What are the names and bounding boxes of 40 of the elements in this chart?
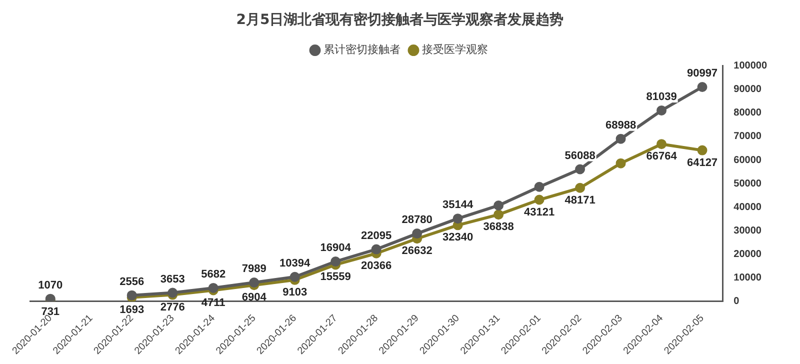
y-tick-label: 50000 [734, 178, 762, 190]
data-label: 48171 [564, 194, 596, 206]
data-label: 35144 [442, 199, 474, 212]
y-tick-label: 90000 [734, 84, 762, 96]
data-label: 10394 [280, 257, 312, 270]
y-tick-label: 0 [734, 296, 740, 308]
data-label: 56088 [564, 150, 596, 162]
y-tick-label: 40000 [734, 202, 762, 213]
data-label: 2556 [120, 276, 144, 288]
data-label: 36838 [483, 221, 514, 234]
data-label: 9103 [282, 286, 308, 298]
data-label: 66764 [646, 150, 678, 163]
data-label: 3653 [160, 273, 185, 286]
legend-label: 累计密切接触者 [324, 43, 400, 56]
data-label: 20366 [361, 260, 392, 272]
y-tick-label: 100000 [734, 60, 768, 72]
y-tick-label: 30000 [734, 225, 762, 236]
data-label: 81039 [646, 90, 677, 103]
y-tick-label: 20000 [734, 248, 762, 260]
legend-label: 接受医学观察 [422, 43, 488, 56]
data-label: 5682 [201, 268, 226, 280]
data-label: 32340 [442, 232, 474, 244]
data-label: 7989 [242, 263, 266, 276]
data-label: 64127 [686, 156, 718, 169]
data-label: 26632 [402, 245, 432, 258]
data-label: 43121 [524, 206, 555, 218]
data-label: 90997 [686, 68, 718, 80]
y-tick-label: 80000 [734, 108, 762, 119]
data-label: 22095 [361, 230, 392, 242]
data-label: 68988 [605, 119, 636, 132]
data-label: 1070 [38, 279, 63, 292]
data-label: 2776 [160, 301, 185, 314]
data-label: 15559 [320, 271, 351, 284]
data-label: 28780 [402, 214, 432, 226]
data-label: 1693 [120, 304, 144, 316]
chart-title: 2月5日湖北省现有密切接触者与医学观察者发展趋势 [236, 11, 564, 28]
y-tick-label: 70000 [734, 131, 762, 142]
y-tick-label: 10000 [734, 272, 762, 284]
data-label: 16904 [320, 242, 352, 254]
y-tick-label: 60000 [734, 154, 762, 166]
